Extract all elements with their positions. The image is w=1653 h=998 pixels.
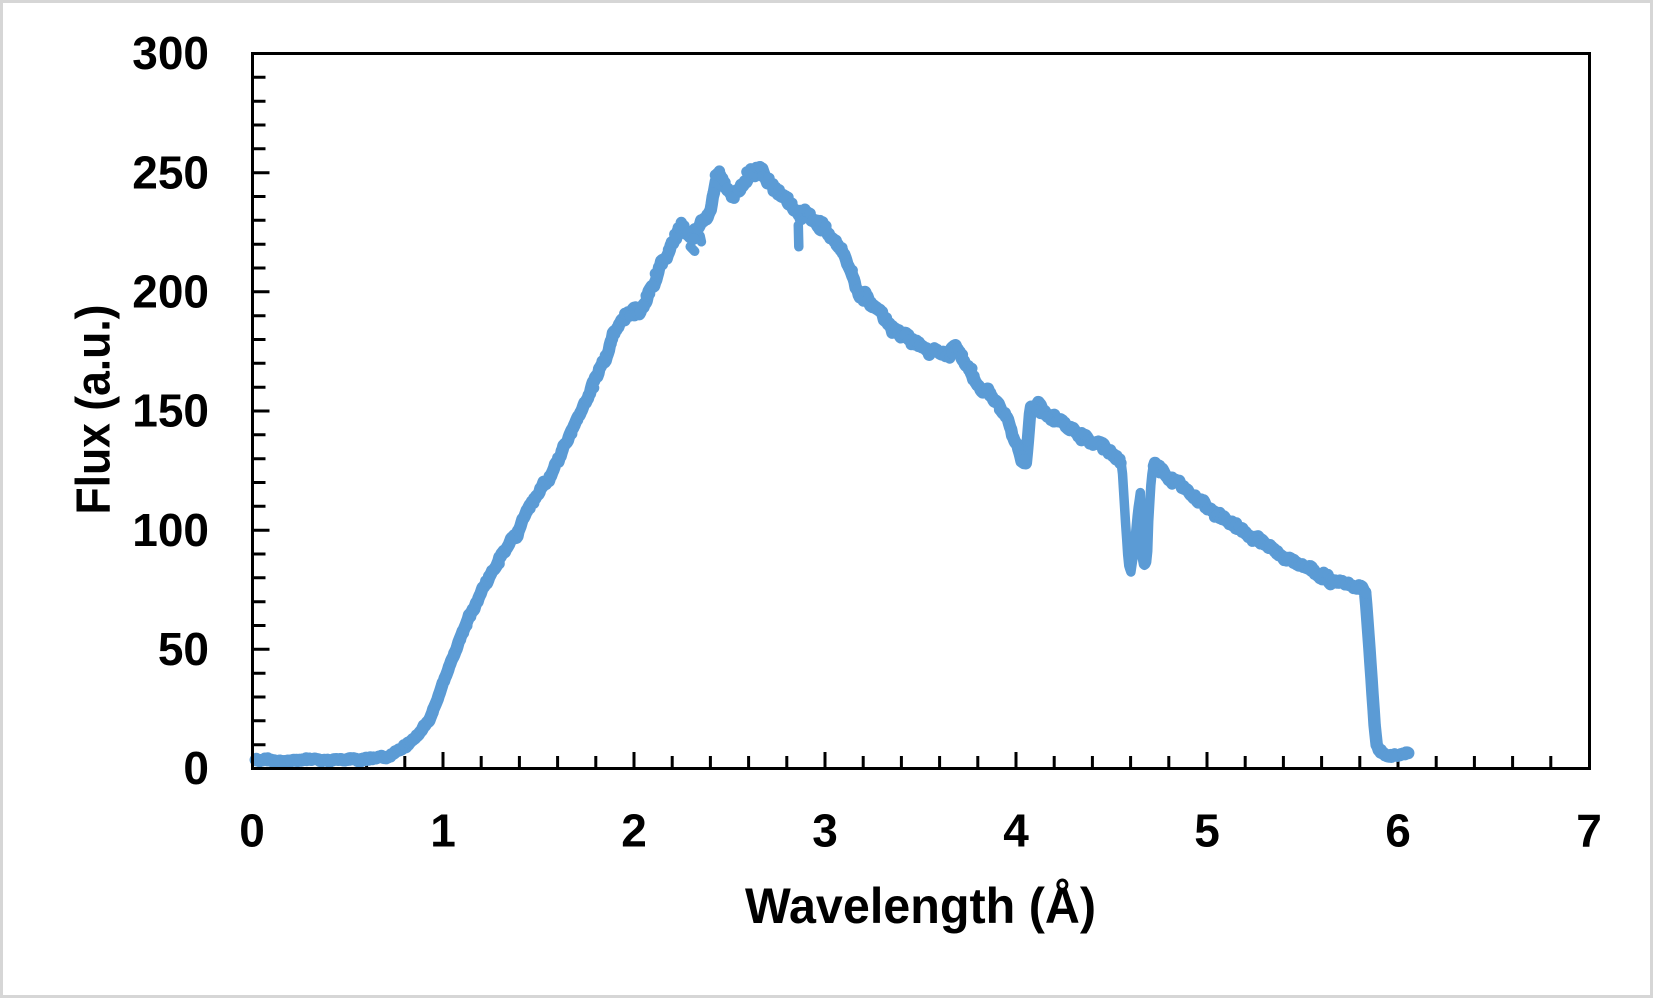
svg-text:Flux (a.u.): Flux (a.u.) [67, 305, 121, 515]
svg-text:6: 6 [1385, 805, 1411, 857]
svg-text:0: 0 [183, 742, 209, 794]
svg-text:0: 0 [239, 805, 265, 857]
svg-text:200: 200 [132, 266, 209, 318]
svg-text:Wavelength (Å): Wavelength (Å) [745, 878, 1096, 934]
svg-text:3: 3 [812, 805, 838, 857]
svg-text:1: 1 [430, 805, 456, 857]
svg-text:4: 4 [1003, 805, 1029, 857]
svg-text:150: 150 [132, 385, 209, 437]
svg-text:100: 100 [132, 504, 209, 556]
svg-text:5: 5 [1194, 805, 1220, 857]
svg-text:7: 7 [1576, 805, 1602, 857]
svg-text:300: 300 [132, 27, 209, 79]
svg-text:250: 250 [132, 146, 209, 198]
svg-text:2: 2 [621, 805, 647, 857]
svg-text:50: 50 [158, 623, 209, 675]
